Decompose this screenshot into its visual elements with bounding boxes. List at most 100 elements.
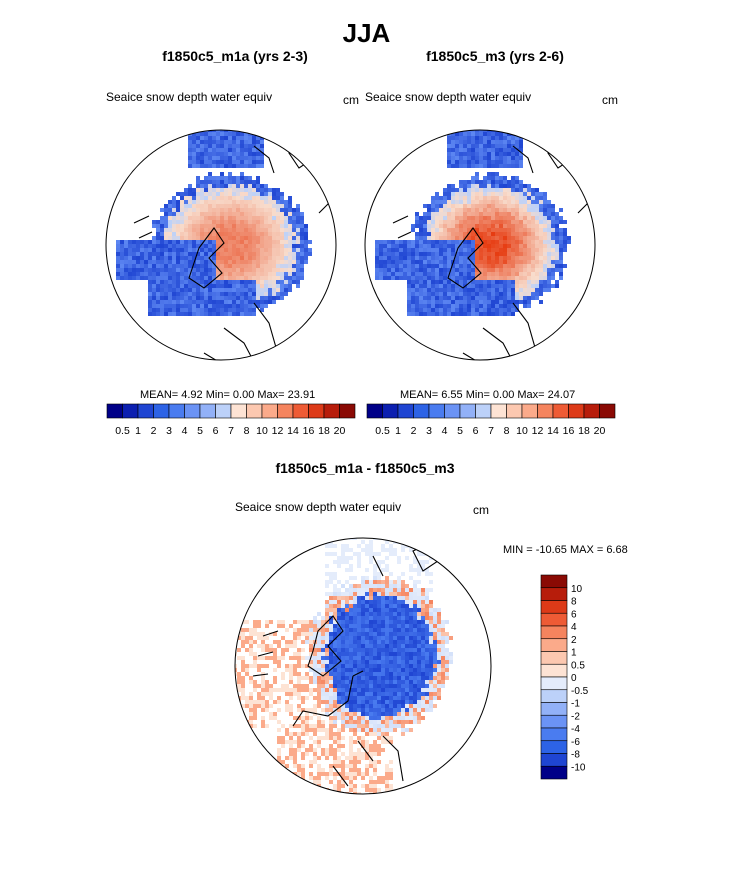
panel2-colorbar-tick-label: 0.5 [375, 425, 390, 437]
panel2-colorbar-swatch [506, 403, 523, 419]
diff-colorbar-swatch [540, 663, 568, 678]
panel2-colorbar-tick-label: 3 [426, 425, 432, 437]
panel2-map-border [364, 129, 596, 361]
diff-colorbar-swatch [540, 587, 568, 601]
panel1-polar-map [105, 129, 337, 361]
panel2-colorbar-swatch [599, 403, 616, 419]
panel1-colorbar-tick-label: 5 [197, 425, 203, 437]
panel1-colorbar-swatch [106, 403, 123, 419]
panel2-variable-label: Seaice snow depth water equiv [365, 90, 532, 104]
panel2-colorbar-swatch [366, 403, 383, 419]
diff-colorbar-swatch [540, 625, 568, 640]
panel2-colorbar-swatch [552, 403, 569, 419]
panel2-colorbar-swatch [382, 403, 399, 419]
panel2-colorbar: 0.5 1 2 3 4 5 6 7 8 10 12 14 16 18 20 [366, 403, 616, 437]
diff-colorbar-swatch [540, 600, 568, 614]
panel1-colorbar-tick-label: 16 [303, 425, 315, 437]
diff-colorbar-tick-label: 4 [571, 622, 577, 633]
panel2-stats: MEAN= 6.55 Min= 0.00 Max= 24.07 [400, 389, 576, 401]
panel2-colorbar-swatch [397, 403, 414, 419]
panel1-colorbar-swatch [230, 403, 247, 419]
panel1-colorbar-tick-label: 20 [334, 425, 346, 437]
panel1-colorbar-tick-label: 10 [256, 425, 268, 437]
diff-colorbar-swatch [540, 753, 568, 767]
panel1-colorbar-swatch [168, 403, 185, 419]
diff-colorbar-tick-label: 0 [571, 673, 577, 684]
panel1-colorbar-swatch [277, 403, 294, 419]
panel2-colorbar-swatch [568, 403, 585, 419]
diff-colorbar-tick-label: 10 [571, 584, 583, 595]
panel2-colorbar-swatch [475, 403, 492, 419]
panel1-sea-ice-field [116, 130, 312, 316]
diff-colorbar-tick-label: 8 [571, 597, 577, 608]
panel1-colorbar-tick-label: 8 [244, 425, 250, 437]
diff-colorbar-tick-label: 2 [571, 635, 577, 646]
diff-colorbar-swatch [540, 638, 568, 652]
panel1-title: f1850c5_m1a (yrs 2-3) [162, 48, 308, 64]
panel2-colorbar-swatch [537, 403, 554, 419]
panel1-variable-label: Seaice snow depth water equiv [106, 90, 273, 104]
panel2-colorbar-tick-label: 5 [457, 425, 463, 437]
panel1-colorbar-swatch [308, 403, 325, 419]
diff-colorbar-tick-label: 6 [571, 609, 577, 620]
panel1-colorbar-swatch [246, 403, 263, 419]
diff-title: f1850c5_m1a - f1850c5_m3 [275, 460, 455, 476]
diff-colorbar-swatch [540, 714, 568, 729]
panel1-colorbar-swatch [339, 403, 356, 419]
panel1-colorbar-tick-label: 4 [182, 425, 188, 437]
panel1-colorbar-tick-label: 12 [272, 425, 284, 437]
diff-colorbar-tick-label: -10 [571, 762, 586, 773]
panel2-colorbar-tick-label: 2 [411, 425, 417, 437]
panel2-colorbar-tick-label: 8 [504, 425, 510, 437]
diff-colorbar-tick-label: -6 [571, 737, 580, 748]
diff-colorbar-tick-label: -1 [571, 699, 580, 710]
diff-field [235, 538, 453, 794]
panel2-colorbar-tick-label: 20 [594, 425, 606, 437]
panel2-colorbar-tick-label: 18 [578, 425, 590, 437]
diff-polar-map [234, 537, 492, 795]
panel2-colorbar-tick-label: 4 [442, 425, 448, 437]
panel1-colorbar-swatch [184, 403, 201, 419]
panel1-colorbar-swatch [323, 403, 340, 419]
panel2-colorbar-swatch [490, 403, 507, 419]
panel1-colorbar-swatch [122, 403, 139, 419]
panel1-colorbar-tick-label: 14 [287, 425, 299, 437]
diff-units-label: cm [473, 503, 489, 517]
panel2-colorbar-tick-label: 16 [563, 425, 575, 437]
panel1-colorbar-swatch [261, 403, 278, 419]
diff-colorbar-swatch [540, 574, 568, 589]
panel2-colorbar-swatch [521, 403, 538, 419]
diff-colorbar: 10 86 4 2 10.5 0 -0.5 -1-2 -4 -6 -8-10 [540, 574, 589, 780]
diff-stats: MIN = -10.65 MAX = 6.68 [503, 544, 628, 556]
panel2-colorbar-swatch [583, 403, 600, 419]
panel1-colorbar: 0.5 1 2 3 4 5 6 7 8 10 12 14 16 18 20 [106, 403, 356, 437]
panel1-colorbar-tick-label: 0.5 [115, 425, 130, 437]
panel1-colorbar-swatch [153, 403, 170, 419]
panel2-units-label: cm [602, 93, 618, 107]
panel2-colorbar-tick-label: 1 [395, 425, 401, 437]
diff-colorbar-tick-label: -8 [571, 750, 580, 761]
panel1-colorbar-swatch [215, 403, 232, 419]
panel2-colorbar-swatch [413, 403, 430, 419]
panel2-colorbar-tick-label: 12 [532, 425, 544, 437]
panel1-colorbar-tick-label: 7 [228, 425, 234, 437]
panel1-colorbar-swatch [199, 403, 216, 419]
panel1-colorbar-tick-label: 1 [135, 425, 141, 437]
diff-coastlines [252, 543, 439, 787]
diff-colorbar-tick-label: -2 [571, 711, 580, 722]
diff-colorbar-swatch [540, 651, 568, 665]
diff-variable-label: Seaice snow depth water equiv [235, 500, 402, 514]
panel1-colorbar-tick-label: 2 [151, 425, 157, 437]
diff-colorbar-tick-label: 1 [571, 648, 577, 659]
diff-colorbar-swatch [540, 676, 568, 691]
panel2-polar-map [364, 129, 596, 361]
diff-colorbar-swatch [540, 612, 568, 627]
diff-colorbar-tick-label: -0.5 [571, 686, 589, 697]
panel1-colorbar-tick-label: 6 [213, 425, 219, 437]
diff-colorbar-swatch [540, 727, 568, 742]
panel1-colorbar-tick-label: 3 [166, 425, 172, 437]
panel1-colorbar-tick-label: 18 [318, 425, 330, 437]
panel2-colorbar-tick-label: 14 [547, 425, 559, 437]
diff-colorbar-swatch [540, 765, 568, 780]
panel2-colorbar-tick-label: 7 [488, 425, 494, 437]
